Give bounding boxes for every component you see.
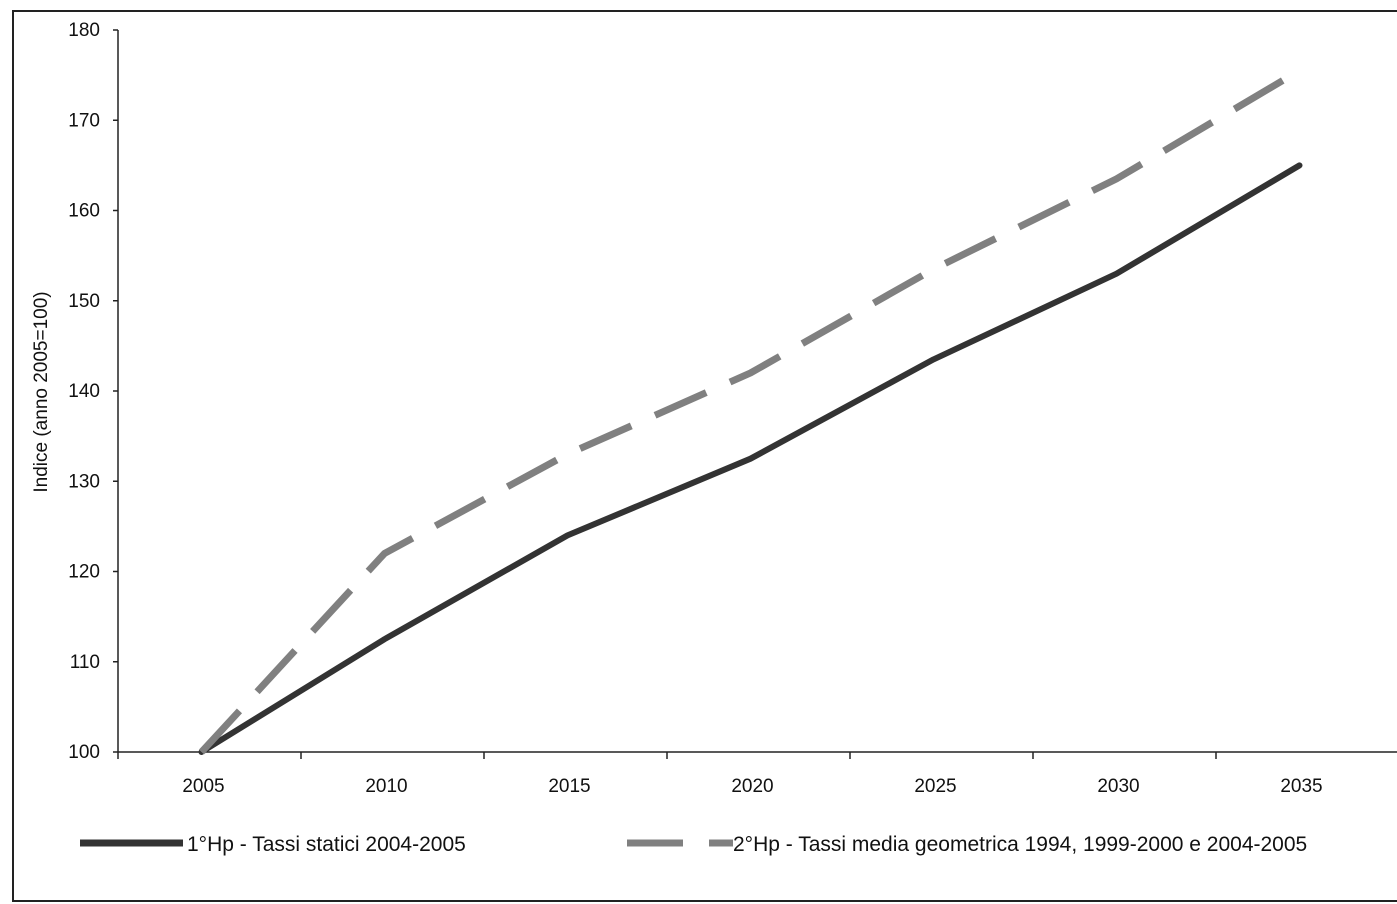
legend: 1°Hp - Tassi statici 2004-2005 2°Hp - Ta… — [80, 833, 1307, 856]
x-tick-label: 2015 — [548, 776, 590, 797]
y-tick-label: 120 — [68, 562, 100, 583]
y-tick-label: 110 — [70, 652, 100, 673]
x-tick-label: 2030 — [1097, 776, 1139, 797]
series-lines — [198, 67, 1303, 755]
x-tick-label: 2020 — [731, 776, 773, 797]
y-tick-label: 100 — [68, 742, 100, 763]
y-axis-ticks: 100 110 120 130 140 150 160 170 180 — [68, 20, 118, 763]
x-tick-label: 2025 — [914, 776, 956, 797]
y-tick-label: 150 — [68, 291, 100, 312]
y-axis-title: Indice (anno 2005=100) — [31, 291, 52, 492]
legend-label-series-1: 1°Hp - Tassi statici 2004-2005 — [187, 833, 466, 856]
x-tick-label: 2010 — [365, 776, 407, 797]
x-axis-ticks: 2005 2010 2015 2020 2025 2030 2035 — [117, 752, 1323, 797]
series-line-1 — [198, 162, 1303, 755]
axes — [117, 30, 1397, 753]
y-tick-label: 140 — [68, 381, 100, 402]
y-tick-label: 170 — [68, 110, 100, 131]
chart-frame — [12, 10, 1397, 902]
legend-label-series-2: 2°Hp - Tassi media geometrica 1994, 1999… — [733, 833, 1307, 856]
y-tick-label: 180 — [68, 20, 100, 41]
x-tick-label: 2035 — [1280, 776, 1322, 797]
x-tick-label: 2005 — [182, 776, 224, 797]
y-tick-label: 160 — [68, 201, 100, 222]
y-tick-label: 130 — [68, 471, 100, 492]
series-line-2 — [198, 67, 1302, 755]
